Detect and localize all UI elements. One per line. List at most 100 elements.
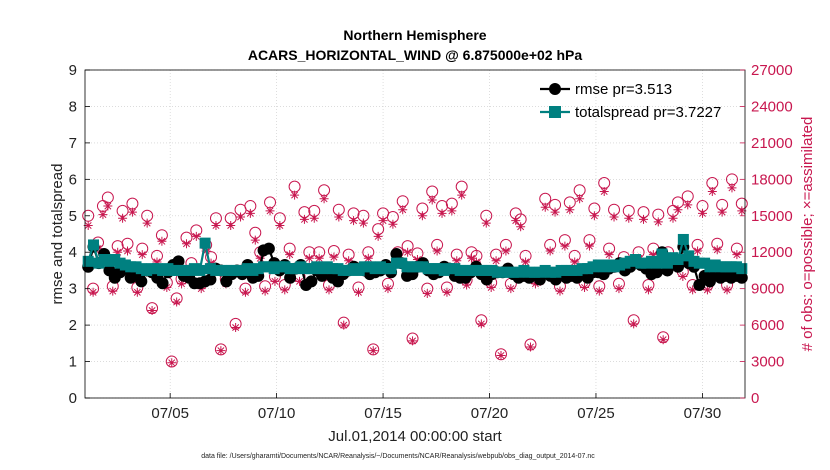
obs-assimilated-point xyxy=(589,211,599,221)
x-tick-label: 07/10 xyxy=(258,405,296,422)
obs-assimilated-point xyxy=(177,279,187,289)
obs-possible-point xyxy=(681,190,694,203)
obs-assimilated-point xyxy=(668,213,678,223)
rmse-point xyxy=(135,275,148,288)
y-axis-left-ticks: 0 1 2 3 4 5 6 7 8 9 xyxy=(69,62,90,407)
obs-assimilated-point xyxy=(614,284,624,294)
obs-assimilated-point xyxy=(481,218,491,228)
x-tick-label: 07/20 xyxy=(471,405,509,422)
y-left-tick-label: 1 xyxy=(69,354,77,371)
obs-assimilated-point xyxy=(575,194,585,204)
obs-assimilated-point xyxy=(285,250,295,260)
obs-possible-point xyxy=(426,185,439,198)
rmse-point xyxy=(693,279,706,292)
obs-assimilated-point xyxy=(722,285,732,295)
y-right-tick-label: 12000 xyxy=(751,244,793,261)
obs-assimilated-point xyxy=(280,285,290,295)
obs-assimilated-point xyxy=(550,207,560,217)
obs-assimilated-point xyxy=(240,287,250,297)
obs-assimilated-point xyxy=(191,231,201,241)
chart-title-line1: Northern Hemisphere xyxy=(343,27,486,43)
obs-assimilated-point xyxy=(737,206,747,216)
y-left-tick-label: 0 xyxy=(69,390,77,407)
obs-assimilated-point xyxy=(373,231,383,241)
obs-assimilated-point xyxy=(447,206,457,216)
y-axis-left-label: rmse and totalspread xyxy=(49,164,66,305)
obs-possible-point xyxy=(288,180,301,193)
obs-assimilated-point xyxy=(127,207,137,217)
obs-assimilated-point xyxy=(255,253,265,263)
obs-assimilated-point xyxy=(265,206,275,216)
y-right-tick-label: 27000 xyxy=(751,62,793,79)
obs-assimilated-point xyxy=(211,220,221,230)
rmse-point xyxy=(650,266,663,279)
obs-assimilated-point xyxy=(624,213,634,223)
totalspread-point xyxy=(672,254,684,266)
obs-assimilated-point xyxy=(688,285,698,295)
y-right-tick-label: 0 xyxy=(751,390,759,407)
legend: rmse pr=3.513 totalspread pr=3.7227 xyxy=(540,81,721,121)
totalspread-point xyxy=(656,248,668,260)
totalspread-point xyxy=(88,239,100,251)
obs-possible-point xyxy=(539,192,552,205)
y-axis-right-label: # of obs: o=possible; ×=assimilated xyxy=(799,117,816,352)
obs-assimilated-point xyxy=(388,219,398,229)
rmse-point xyxy=(390,248,403,261)
legend-totalspread-label: totalspread pr=3.7227 xyxy=(575,104,721,121)
obs-assimilated-point xyxy=(693,246,703,256)
obs-assimilated-point xyxy=(599,186,609,196)
obs-assimilated-point xyxy=(683,200,693,210)
obs-assimilated-point xyxy=(162,282,172,292)
obs-assimilated-point xyxy=(167,358,177,368)
obs-assimilated-point xyxy=(653,217,663,227)
obs-assimilated-point xyxy=(363,253,373,263)
obs-assimilated-point xyxy=(226,220,236,230)
rmse-point xyxy=(262,242,275,255)
y-left-tick-label: 7 xyxy=(69,135,77,152)
y-left-tick-label: 6 xyxy=(69,171,77,188)
obs-assimilated-point xyxy=(462,280,472,290)
obs-assimilated-point xyxy=(545,246,555,256)
obs-assimilated-point xyxy=(565,205,575,215)
obs-assimilated-point xyxy=(181,239,191,249)
obs-assimilated-point xyxy=(580,282,590,292)
obs-assimilated-point xyxy=(604,250,614,260)
legend-rmse-marker xyxy=(549,83,561,95)
footnote-data-file: data file: /Users/gharamti/Documents/NCA… xyxy=(201,453,595,460)
obs-assimilated-point xyxy=(260,286,270,296)
obs-assimilated-point xyxy=(412,255,422,265)
obs-assimilated-point xyxy=(295,276,305,286)
y-axis-right-ticks: 0 3000 6000 9000 12000 15000 18000 21000 24000 27… xyxy=(740,62,793,407)
obs-assimilated-point xyxy=(236,212,246,222)
obs-assimilated-point xyxy=(432,246,442,256)
obs-assimilated-point xyxy=(643,285,653,295)
obs-assimilated-point xyxy=(467,253,477,263)
obs-assimilated-point xyxy=(309,213,319,223)
obs-assimilated-point xyxy=(157,236,167,246)
y-left-tick-label: 3 xyxy=(69,281,77,298)
obs-assimilated-point xyxy=(707,186,717,196)
x-tick-label: 07/15 xyxy=(364,405,402,422)
x-tick-label: 07/30 xyxy=(684,405,722,422)
obs-assimilated-point xyxy=(275,220,285,230)
obs-assimilated-point xyxy=(639,214,649,224)
obs-assimilated-point xyxy=(491,256,501,266)
obs-assimilated-point xyxy=(697,208,707,218)
obs-assimilated-point xyxy=(245,208,255,218)
obs-assimilated-point xyxy=(658,335,668,345)
obs-assimilated-point xyxy=(427,195,437,205)
obs-assimilated-point xyxy=(334,212,344,222)
obs-assimilated-point xyxy=(501,246,511,256)
obs-assimilated-point xyxy=(570,257,580,267)
obs-assimilated-point xyxy=(530,279,540,289)
rmse-point xyxy=(284,271,297,284)
totalspread-point xyxy=(194,264,206,276)
obs-assimilated-point xyxy=(123,246,133,256)
obs-assimilated-point xyxy=(172,297,182,307)
obs-assimilated-point xyxy=(270,276,280,286)
obs-assimilated-point xyxy=(314,253,324,263)
obs-assimilated-point xyxy=(476,319,486,329)
obs-assimilated-point xyxy=(408,336,418,346)
obs-assimilated-point xyxy=(486,282,496,292)
obs-possible-point xyxy=(573,184,586,197)
